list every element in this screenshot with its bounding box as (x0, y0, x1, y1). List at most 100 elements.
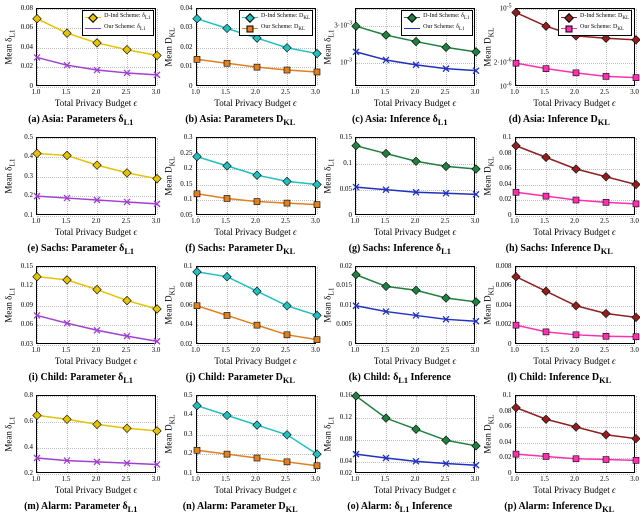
panel-asia-2: 1.01.52.02.53.010-33·10-3Total Privacy B… (321, 2, 479, 131)
xtick: 1.5 (221, 475, 230, 483)
caption: (c) Asia: Inference δL1 (352, 112, 448, 131)
xtick: 2.5 (600, 346, 609, 354)
ytick: 0.04 (162, 4, 193, 12)
xtick: 2.5 (600, 217, 609, 225)
xlabel: Total Privacy Budget ϵ (214, 98, 296, 108)
caption: (n) Alarm: Parameter DKL (183, 499, 298, 518)
xlabel: Total Privacy Budget ϵ (214, 485, 296, 495)
xtick: 1.5 (540, 475, 549, 483)
panel-sachs-0: 1.01.52.02.53.00.10.20.30.40.5Total Priv… (2, 131, 160, 260)
xtick: 3.0 (311, 88, 320, 96)
xtick: 1.5 (381, 88, 390, 96)
ytick: 0.1 (2, 211, 33, 219)
panel-child-0: 1.01.52.02.53.00.030.060.090.120.15Total… (2, 260, 160, 389)
xtick: 1.5 (62, 475, 71, 483)
ytick: 0.008 (481, 262, 512, 270)
ytick: 0.04 (321, 457, 352, 465)
panel-sachs-1: 1.01.52.02.53.00.050.10.150.20.250.3Tota… (162, 131, 320, 260)
xtick: 3.0 (471, 88, 480, 96)
xtick: 1.5 (381, 217, 390, 225)
xlabel: Total Privacy Budget ϵ (55, 485, 137, 495)
caption: (j) Child: Parameter DKL (186, 370, 295, 389)
xtick: 2.0 (570, 346, 579, 354)
panel-child-3: 1.01.52.02.53.000.0020.0040.0060.008Tota… (481, 260, 639, 389)
ylabel: Mean δL1 (323, 158, 336, 193)
xlabel: Total Privacy Budget ϵ (374, 227, 456, 237)
ytick: 0 (162, 82, 193, 90)
xtick: 2.0 (251, 217, 260, 225)
xtick: 2.5 (122, 475, 131, 483)
caption: (p) Alarm: Inference DKL (504, 499, 614, 518)
legend: D-Ind Scheme: δL1Our Scheme: δL1 (82, 10, 153, 36)
xtick: 2.0 (411, 475, 420, 483)
ylabel: Mean DKL (482, 156, 495, 195)
xtick: 2.5 (281, 217, 290, 225)
ytick: 10-6 (481, 81, 512, 90)
ytick: 0.05 (162, 211, 193, 219)
caption: (o) Alarm: δL1 Inference (347, 499, 452, 518)
xtick: 3.0 (152, 346, 161, 354)
xtick: 2.5 (441, 217, 450, 225)
xtick: 2.5 (122, 346, 131, 354)
ytick: 0.1 (162, 262, 193, 270)
panel-asia-0: 1.01.52.02.53.000.020.040.060.08Total Pr… (2, 2, 160, 131)
ytick: 0.08 (481, 149, 512, 157)
panel-alarm-3: 1.01.52.02.53.000.020.040.060.080.1Total… (481, 389, 639, 518)
xtick: 1.5 (221, 217, 230, 225)
xtick: 1.5 (221, 346, 230, 354)
xlabel: Total Privacy Budget ϵ (214, 227, 296, 237)
xtick: 2.0 (411, 88, 420, 96)
panel-asia-1: 1.01.52.02.53.000.010.020.030.04Total Pr… (162, 2, 320, 131)
xtick: 3.0 (311, 346, 320, 354)
ytick: 0.15 (2, 262, 33, 270)
ytick: 0.02 (321, 469, 352, 477)
panel-alarm-0: 1.01.52.02.53.00.20.40.60.8Total Privacy… (2, 389, 160, 518)
xtick: 3.0 (630, 346, 639, 354)
panel-alarm-1: 1.01.52.02.53.00.10.20.30.40.5Total Priv… (162, 389, 320, 518)
ytick: 0.16 (321, 391, 352, 399)
ylabel: Mean DKL (163, 285, 176, 324)
chart-grid: 1.01.52.02.53.000.020.040.060.08Total Pr… (0, 0, 640, 518)
ytick: 0.02 (481, 195, 512, 203)
xtick: 1.5 (540, 88, 549, 96)
xlabel: Total Privacy Budget ϵ (374, 356, 456, 366)
ytick: 0.1 (162, 195, 193, 203)
xtick: 2.0 (411, 346, 420, 354)
xlabel: Total Privacy Budget ϵ (533, 356, 615, 366)
legend: D-Ind Scheme: δL1Our Scheme: δL1 (401, 10, 472, 36)
ytick: 0.08 (481, 407, 512, 415)
ylabel: Mean δL1 (323, 416, 336, 451)
xlabel: Total Privacy Budget ϵ (533, 485, 615, 495)
ytick: 0.25 (162, 149, 193, 157)
xtick: 1.5 (221, 88, 230, 96)
ytick: 0.2 (2, 469, 33, 477)
panel-child-2: 1.01.52.02.53.000.0050.010.0150.02Total … (321, 260, 479, 389)
xtick: 1.5 (540, 217, 549, 225)
xtick: 3.0 (311, 475, 320, 483)
xtick: 3.0 (311, 217, 320, 225)
xlabel: Total Privacy Budget ϵ (55, 227, 137, 237)
xlabel: Total Privacy Budget ϵ (374, 485, 456, 495)
ytick: 0 (321, 211, 352, 219)
ylabel: Mean DKL (163, 414, 176, 453)
caption: (e) Sachs: Parameter δL1 (27, 241, 134, 260)
ytick: 0 (321, 340, 352, 348)
caption: (k) Child: δL1 Inference (349, 370, 451, 389)
xtick: 2.0 (570, 88, 579, 96)
xtick: 2.5 (441, 88, 450, 96)
xtick: 2.5 (122, 88, 131, 96)
panel-alarm-2: 1.01.52.02.53.00.020.040.080.120.16Total… (321, 389, 479, 518)
ytick: 0.03 (2, 340, 33, 348)
ytick: 0.3 (162, 133, 193, 141)
xtick: 3.0 (630, 475, 639, 483)
xlabel: Total Privacy Budget ϵ (55, 98, 137, 108)
ylabel: Mean δL1 (4, 416, 17, 451)
ylabel: Mean DKL (163, 27, 176, 66)
xtick: 2.0 (92, 346, 101, 354)
xtick: 2.5 (122, 217, 131, 225)
xtick: 2.5 (441, 346, 450, 354)
xtick: 3.0 (630, 217, 639, 225)
panel-child-1: 1.01.52.02.53.00.020.040.060.080.1Total … (162, 260, 320, 389)
ytick: 0 (481, 211, 512, 219)
ytick: 0.15 (321, 133, 352, 141)
